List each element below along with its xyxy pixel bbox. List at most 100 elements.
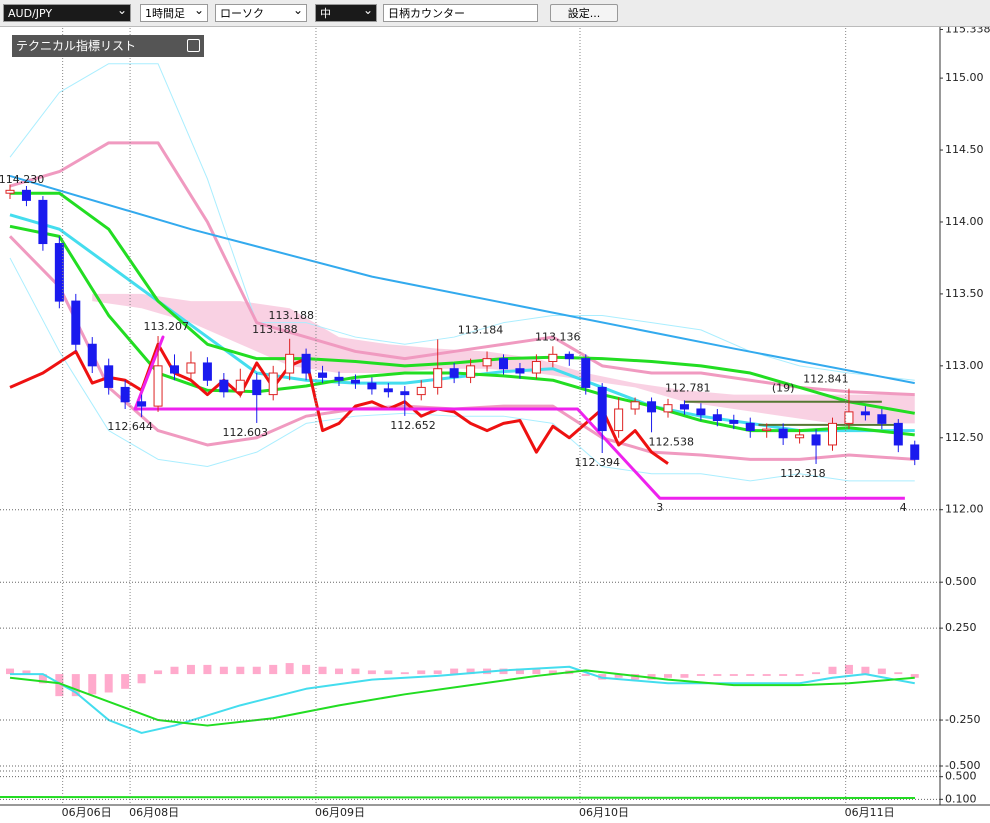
annotation: 3 [656,501,663,514]
size: 中 [320,7,331,20]
histogram-bar [894,672,903,675]
histogram-bar [828,666,837,675]
histogram-bar [22,670,31,675]
histogram-bar [71,674,80,697]
histogram-bar [55,674,64,697]
candle-body [696,408,706,416]
candle-body [663,404,673,413]
histogram-bar [779,674,788,676]
y-tick-label: 113.00 [945,359,984,372]
candle-body [202,362,212,381]
annotation: 112.644 [107,420,153,433]
y-tick-label: 113.50 [945,287,984,300]
candle-body [844,411,854,424]
histogram-bar [680,674,689,678]
candle-body [712,414,722,422]
candle-body [318,372,328,378]
annotation: 113.184 [458,323,504,336]
settings-button[interactable]: 設定... [550,4,618,22]
histogram-bar [614,674,623,678]
candle-body [548,353,558,363]
histogram-bar [713,674,722,676]
size-select[interactable]: 中 [315,4,377,22]
histogram-bar [302,664,311,675]
histogram-bar [121,674,130,689]
candle-body [186,362,196,374]
candle-body [383,388,393,393]
histogram-bar [795,674,804,676]
timeframe: 1時間足 [145,7,185,20]
candle-body [235,379,245,393]
histogram-bar [515,668,524,675]
candle-body [581,358,591,388]
candle-body [860,411,870,416]
candle-body [762,428,772,432]
indicator-line [9,174,915,385]
histogram-bar [696,674,705,676]
histogram-bar [400,672,409,675]
histogram-bar [746,674,755,676]
y-tick-label: 114.50 [945,143,984,156]
candle-body [416,386,426,396]
histogram-bar [466,668,475,675]
indicator-line [10,191,916,415]
histogram-bar [581,674,590,676]
histogram-bar [285,663,294,675]
candle-body [564,353,574,360]
candle-body [795,434,805,439]
candle-body [285,353,295,374]
histogram-bar [137,674,146,684]
y-tick-label: -0.500 [945,759,980,772]
y-tick-label: 115.00 [945,71,984,84]
histogram-bar [450,668,459,675]
candle-body [531,361,541,374]
annotation: 112.652 [390,419,436,432]
histogram-bar [532,668,541,675]
histogram-bar [203,664,212,675]
annotation: 112.841 [803,373,849,386]
candle-body [778,428,788,439]
x-tick-label: 06月09日 [315,806,365,819]
histogram-bar [38,674,47,684]
candle-body [499,358,508,370]
timeframe-select[interactable]: 1時間足 [140,4,208,22]
histogram-bar [252,666,261,675]
annotation: 112.394 [575,456,621,469]
symbol-select[interactable]: AUD/JPY [3,4,131,22]
chart-type-select[interactable]: ローソク [215,4,307,22]
candle-body [54,243,64,302]
histogram-bar [844,664,853,675]
candle-body [170,365,179,374]
histogram-bar [170,666,179,675]
histogram-bar [910,674,919,678]
indicator-list-label: テクニカル指標リスト [16,39,137,53]
candle-body [597,386,607,432]
histogram-bar [154,670,163,675]
candle-body [630,401,640,410]
candle-body [449,368,459,378]
annotation: 113.136 [535,330,581,343]
y-tick-label: 0.100 [945,792,977,805]
candle-body [334,376,344,381]
annotation: 113.207 [144,320,190,333]
candle-body [71,300,81,345]
candle-body [268,372,278,396]
candle-body [120,386,130,403]
y-tick-label: 0.500 [945,575,977,588]
candle-body [515,368,525,374]
histogram-bar [433,670,442,675]
candle-body [137,401,147,407]
counter-field[interactable]: 日柄カウンター [383,4,538,22]
histogram-bar [729,674,738,676]
annotation: 112.318 [780,467,826,480]
close-icon[interactable] [187,39,200,52]
histogram-bar [351,668,360,675]
histogram-bar [335,668,343,675]
candle-body [828,422,837,446]
candle-body [252,379,262,396]
histogram-bar [88,674,97,695]
candle-body [38,199,48,245]
indicator-list[interactable]: テクニカル指標リスト [12,35,204,57]
annotation: 112.603 [222,426,268,439]
annotation: (19) [772,381,795,394]
